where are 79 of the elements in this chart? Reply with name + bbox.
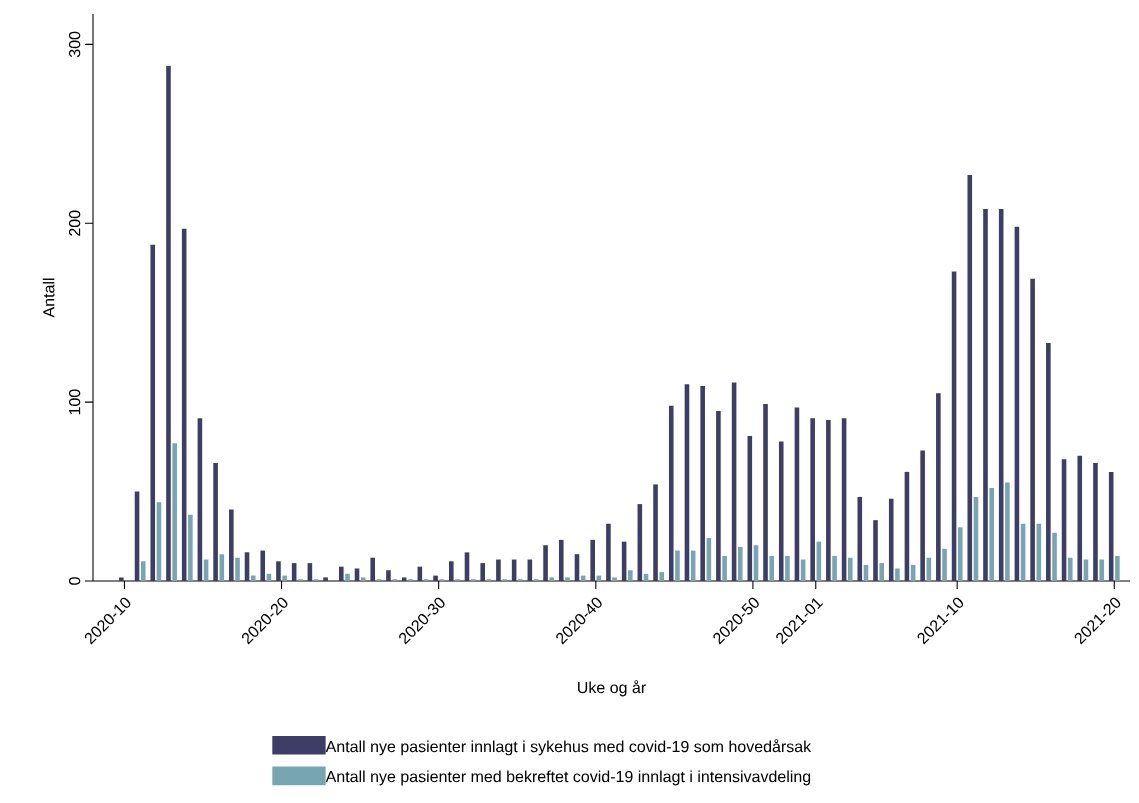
bar [1030, 278, 1035, 581]
bar [763, 403, 768, 581]
bar [140, 561, 146, 581]
bar [1052, 532, 1057, 581]
bar [785, 555, 790, 581]
bar [857, 496, 863, 581]
bar [345, 573, 350, 581]
bar [700, 386, 705, 581]
bar [1115, 555, 1120, 581]
bar [235, 557, 240, 581]
bar [150, 244, 156, 581]
bar [778, 441, 784, 581]
bar [448, 561, 454, 581]
bar [565, 577, 570, 581]
bar [260, 550, 266, 581]
bar [213, 462, 218, 581]
bar [282, 575, 287, 581]
bar [722, 555, 727, 581]
bar [1099, 559, 1104, 581]
bar [354, 568, 360, 581]
bar [895, 568, 900, 581]
bar [1093, 462, 1098, 581]
bar [832, 555, 837, 581]
y-tick-label: 300 [68, 31, 81, 58]
bar [967, 174, 973, 581]
bar [769, 555, 775, 581]
bar [920, 450, 925, 581]
x-axis-title: Uke og år [578, 680, 646, 697]
bar [360, 577, 366, 581]
bar [370, 557, 376, 581]
bar [847, 557, 853, 581]
bar [942, 548, 947, 581]
bar [957, 527, 963, 581]
bar [276, 561, 281, 581]
bar [675, 550, 680, 581]
bar [936, 393, 941, 581]
bar [653, 484, 658, 581]
bar [1005, 482, 1010, 581]
bar [1077, 455, 1083, 581]
bar [612, 577, 617, 581]
bar [590, 539, 595, 581]
bar [480, 563, 486, 581]
bar [543, 545, 548, 581]
bar [659, 572, 665, 581]
bar [433, 575, 438, 581]
legend-label: Antall nye pasienter innlagt i sykehus med covid-19 som hovedårsak [325, 739, 812, 756]
bar [172, 443, 177, 581]
bar [810, 418, 815, 581]
bar [668, 405, 674, 581]
y-tick-label: 0 [68, 577, 81, 585]
bar [549, 577, 555, 581]
bar [250, 575, 256, 581]
bar [166, 65, 171, 581]
bar [888, 498, 894, 581]
bar [989, 487, 994, 581]
bar [119, 577, 124, 581]
bar [339, 566, 344, 581]
bar [496, 559, 501, 581]
legend-label: Antall nye pasienter med bekreftet covid-19 innlagt i intensivavdeling [325, 770, 811, 786]
bar [716, 411, 721, 581]
bar [998, 208, 1004, 581]
y-tick-label: 100 [68, 389, 81, 415]
bar [983, 208, 988, 581]
bar [628, 570, 633, 581]
y-axis-title: Antall [42, 278, 55, 318]
bar [401, 577, 407, 581]
bar [323, 577, 328, 581]
bar [558, 539, 564, 581]
bar [1046, 343, 1051, 581]
bar [188, 514, 193, 581]
bar [229, 509, 234, 581]
bar [873, 520, 878, 581]
bar [606, 523, 611, 581]
bar [826, 420, 831, 581]
bar [738, 547, 743, 581]
bar [879, 563, 885, 581]
bar [1067, 557, 1073, 581]
bar [386, 570, 391, 581]
y-tick-label: 200 [68, 210, 81, 236]
